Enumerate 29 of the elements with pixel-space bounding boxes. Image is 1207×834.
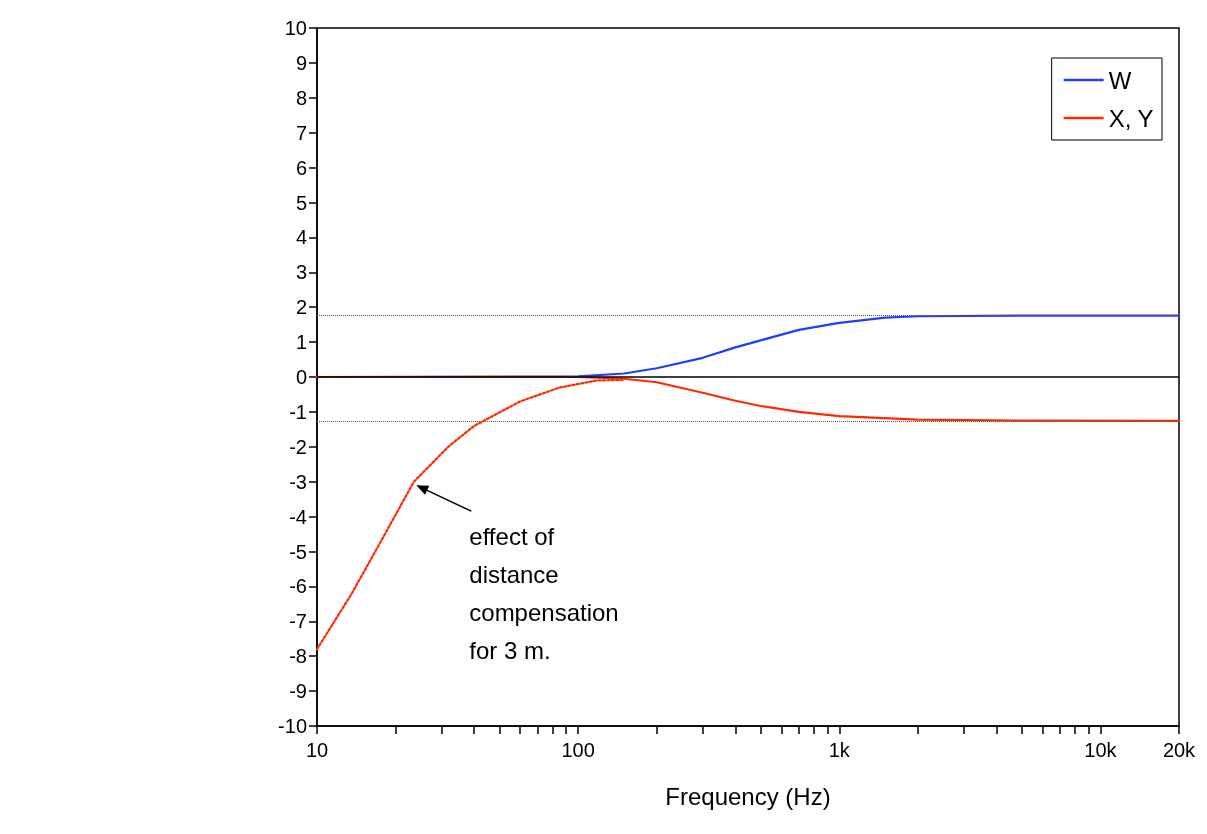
y-tick-label: -8: [289, 645, 307, 668]
y-tick-label: -4: [289, 505, 307, 528]
annotation: effect of distance compensation for 3 m.: [469, 522, 619, 664]
y-tick-label: 5: [295, 191, 307, 214]
y-tick-label: 0: [295, 366, 307, 388]
x-tick-label: 100: [561, 739, 595, 761]
y-tick-label: -10: [278, 715, 307, 737]
y-tick-label: -5: [289, 540, 307, 563]
y-tick-label: 10: [284, 17, 307, 39]
y-tick-label: 7: [295, 121, 307, 144]
y-tick-label: 6: [295, 156, 307, 179]
y-tick-label: -1: [289, 400, 307, 423]
y-tick-label: -2: [289, 435, 307, 458]
x-axis-title: Frequency (Hz): [665, 782, 831, 810]
y-tick-label: 4: [295, 226, 307, 249]
y-tick-label: 3: [295, 261, 307, 284]
y-tick-label: -7: [289, 610, 307, 633]
legend-label: X, Y: [1108, 104, 1154, 132]
y-tick-label: 8: [295, 86, 307, 109]
x-tick-label: 10k: [1084, 739, 1118, 761]
y-tick-label: -9: [289, 680, 307, 703]
x-tick-label: 20k: [1162, 739, 1197, 761]
y-tick-label: -3: [289, 470, 307, 493]
x-tick-label: 1k: [828, 739, 851, 761]
y-tick-label: 1: [295, 331, 307, 354]
y-tick-label: -6: [289, 575, 307, 598]
y-tick-label: 2: [295, 296, 307, 319]
y-tick-label: 9: [295, 51, 307, 74]
legend-label: W: [1108, 66, 1132, 94]
